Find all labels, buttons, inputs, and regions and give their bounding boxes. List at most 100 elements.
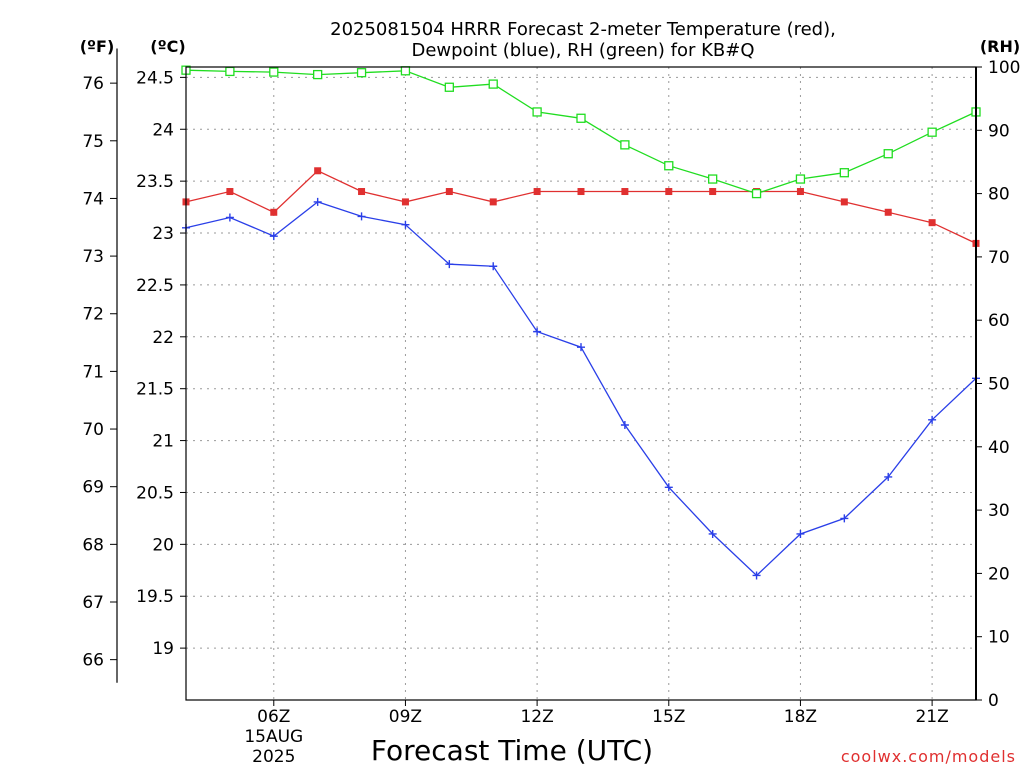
grid	[186, 67, 976, 700]
temperature-point	[840, 198, 848, 206]
dewpoint-point	[752, 571, 761, 580]
temperature-point	[489, 198, 497, 206]
dewpoint-point	[708, 529, 717, 538]
rh-point	[883, 149, 893, 159]
rh-point	[400, 66, 411, 76]
dewpoint-point	[928, 415, 937, 424]
temperature-point	[577, 188, 585, 196]
temperature-point	[445, 188, 453, 196]
fahrenheit-tick-label: 75	[82, 132, 104, 152]
rh-point	[839, 168, 849, 178]
rh-tick-label: 30	[988, 501, 1010, 521]
rh-point	[795, 174, 806, 184]
fahrenheit-tick-label: 69	[82, 478, 104, 498]
rh-tick-label: 0	[988, 691, 999, 711]
celsius-tick-label: 20	[152, 535, 174, 555]
rh-tick-label: 20	[988, 564, 1010, 584]
rh-point	[927, 127, 937, 137]
dewpoint-line	[185, 201, 977, 577]
rh-point	[576, 113, 586, 123]
x-tick-date-label: 15AUG	[244, 727, 303, 747]
celsius-tick-label: 21	[152, 432, 174, 452]
rh-tick-label: 100	[988, 58, 1020, 78]
celsius-tick-label: 23.5	[136, 172, 174, 192]
x-axis-label: Forecast Time (UTC)	[371, 734, 653, 767]
fahrenheit-tick-label: 74	[82, 189, 104, 209]
x-tick-label: 12Z	[520, 707, 553, 727]
fahrenheit-tick-label: 67	[82, 593, 104, 613]
series-layer	[181, 65, 981, 580]
temperature-point	[358, 188, 366, 196]
fahrenheit-tick-label: 71	[82, 362, 104, 382]
temperature-point	[314, 167, 322, 175]
chart-title-line2: Dewpoint (blue), RH (green) for KB#Q	[411, 40, 754, 61]
rh-tick-label: 90	[988, 121, 1010, 141]
fahrenheit-tick-label: 73	[82, 247, 104, 267]
dewpoint-point	[577, 343, 585, 352]
fahrenheit-tick-label: 76	[82, 74, 104, 94]
dewpoint-point	[357, 212, 366, 221]
dewpoint-point	[664, 483, 673, 492]
fahrenheit-tick-label: 70	[82, 420, 104, 440]
x-tick-label: 18Z	[784, 707, 817, 727]
celsius-tick-label: 24.5	[136, 68, 174, 88]
x-tick-label: 21Z	[915, 707, 948, 727]
celsius-tick-label: 23	[152, 224, 174, 244]
rh-point	[708, 174, 718, 184]
dewpoint-point	[840, 514, 849, 523]
x-tick-label: 06Z	[257, 707, 290, 727]
rh-tick-label: 50	[988, 375, 1010, 395]
dewpoint-point	[884, 472, 893, 481]
temperature-point	[621, 188, 629, 196]
axes	[110, 48, 982, 706]
rh-point	[664, 161, 674, 171]
rh-point	[488, 79, 498, 89]
rh-point	[444, 82, 454, 92]
rh-point	[225, 66, 235, 77]
chart-title-line1: 2025081504 HRRR Forecast 2-meter Tempera…	[330, 19, 836, 40]
credit-text: coolwx.com/models	[841, 747, 1016, 766]
plot-frame	[185, 66, 977, 701]
x-tick-year-label: 2025	[252, 747, 295, 767]
dewpoint-point	[401, 220, 410, 229]
celsius-tick-label: 20.5	[136, 483, 174, 503]
dewpoint-point	[313, 197, 322, 206]
rh-tick-label: 70	[988, 248, 1010, 268]
temperature-point	[665, 188, 673, 196]
temperature-point	[884, 208, 892, 216]
fahrenheit-tick-label: 68	[82, 535, 104, 555]
rh-point	[532, 107, 542, 117]
temperature-line	[185, 170, 977, 244]
temperature-point	[401, 198, 409, 206]
temperature-point	[270, 208, 278, 216]
dewpoint-point	[269, 232, 278, 241]
dewpoint-point	[620, 421, 629, 430]
celsius-tick-label: 21.5	[136, 380, 174, 400]
fahrenheit-unit-label: (ºF)	[80, 37, 115, 56]
tick-labels: 66 67 68 69 70 71 72 73 74 75 76 19 19.5 20 20.5 21 21.5…	[82, 58, 1020, 767]
rh-unit-label: (RH)	[980, 37, 1020, 56]
temperature-point	[709, 188, 717, 196]
rh-tick-label: 60	[988, 311, 1010, 331]
rh-tick-label: 80	[988, 185, 1010, 205]
temperature-point	[928, 219, 936, 227]
fahrenheit-tick-label: 66	[82, 651, 104, 671]
dewpoint-point	[796, 529, 805, 538]
rh-line	[185, 69, 977, 195]
celsius-tick-label: 19.5	[136, 587, 174, 607]
temperature-point	[226, 188, 234, 196]
rh-point	[620, 140, 630, 150]
dewpoint-point	[225, 213, 234, 222]
celsius-tick-label: 19	[152, 639, 174, 659]
rh-point	[313, 69, 323, 80]
rh-point	[269, 67, 279, 77]
temperature-point	[533, 188, 541, 196]
fahrenheit-tick-label: 72	[82, 305, 104, 325]
rh-tick-label: 40	[988, 438, 1010, 458]
celsius-tick-label: 24	[152, 120, 174, 140]
celsius-tick-label: 22.5	[136, 276, 174, 296]
temperature-point	[796, 188, 804, 196]
dewpoint-point	[445, 260, 454, 269]
celsius-unit-label: (ºC)	[150, 37, 185, 56]
